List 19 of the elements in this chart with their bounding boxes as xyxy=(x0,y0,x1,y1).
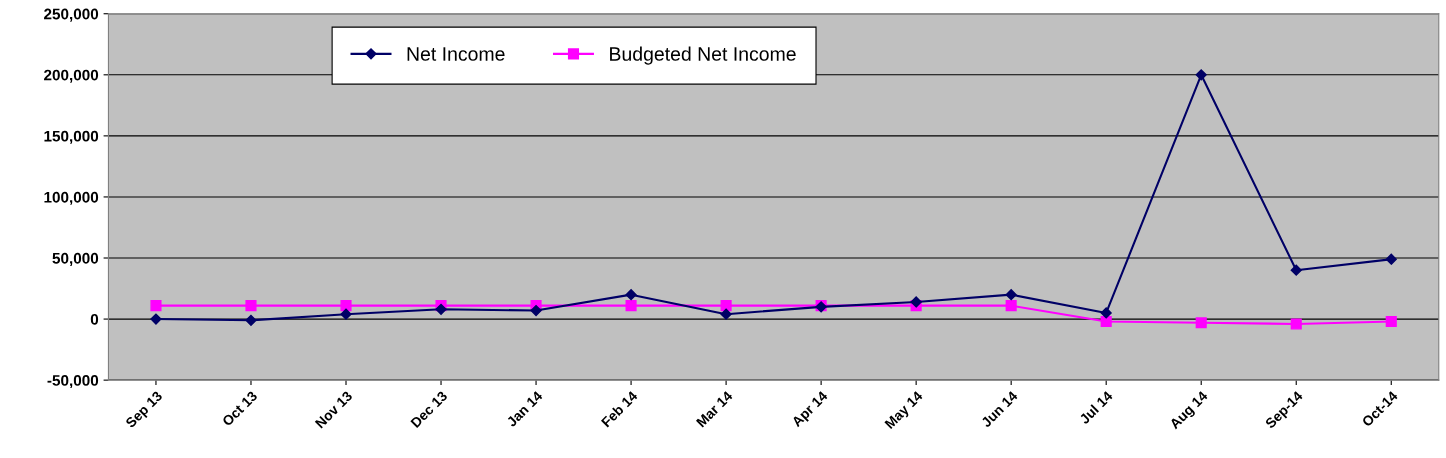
y-tick-label: 100,000 xyxy=(44,191,99,205)
x-tick-label: Mar 14 xyxy=(696,390,734,428)
y-tick-label: 250,000 xyxy=(44,8,99,22)
x-tick-label: Jan 14 xyxy=(505,390,544,428)
x-tick-label: Sep 13 xyxy=(124,390,165,431)
x-tick-label: Feb 14 xyxy=(600,389,639,428)
legend-label: Budgeted Net Income xyxy=(610,46,796,65)
x-tick-label: Jul 14 xyxy=(1078,389,1114,425)
y-tick-label: -50,000 xyxy=(47,375,99,389)
x-tick-label: Oct 13 xyxy=(221,390,258,427)
x-tick-label: Jun 14 xyxy=(980,390,1019,429)
y-tick-label: 200,000 xyxy=(44,69,99,83)
x-tick-label: Dec 13 xyxy=(410,390,448,429)
y-tick-label: 0 xyxy=(90,313,99,325)
x-tick-label: Apr 14 xyxy=(791,390,831,430)
x-tick-label: Aug 14 xyxy=(1169,390,1211,432)
legend-label: Net Income xyxy=(407,47,505,61)
y-tick-label: 50,000 xyxy=(52,252,99,266)
y-tick-label: 150,000 xyxy=(44,130,99,144)
